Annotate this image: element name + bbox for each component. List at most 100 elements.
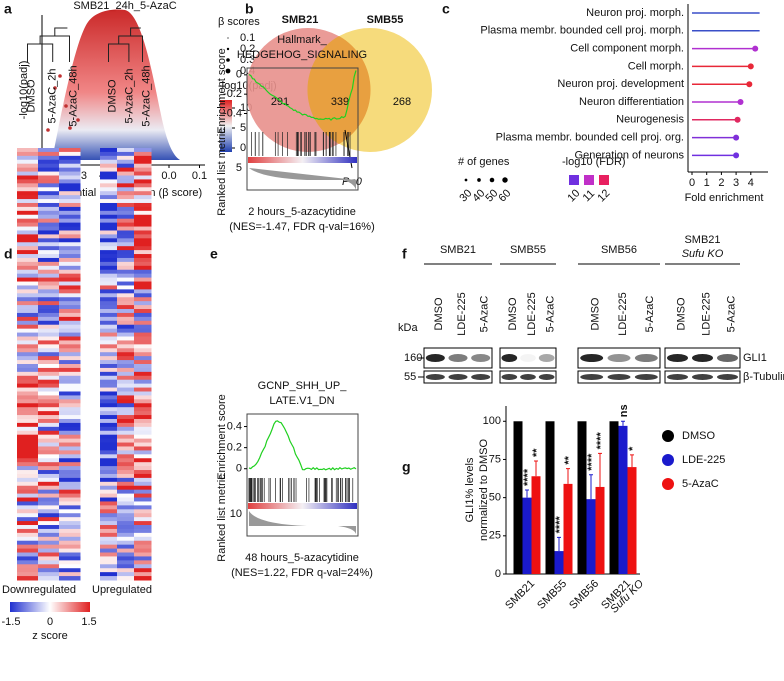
y-tick-label: 75 — [489, 453, 501, 465]
heatmap-cell — [117, 222, 135, 228]
bar — [586, 499, 596, 574]
protein-label: GLI1 — [743, 352, 767, 364]
heatmap-cell — [38, 485, 60, 491]
heatmap-cell — [17, 305, 39, 310]
bar — [554, 551, 564, 574]
head — [733, 134, 740, 141]
x-tick-label: SMB56 — [567, 578, 601, 612]
heatmap-cell — [100, 470, 118, 475]
bar — [618, 425, 628, 574]
heatmap-cell — [17, 403, 39, 408]
heatmap-cell — [100, 521, 118, 526]
heatmap-cell — [59, 301, 81, 306]
outlier — [68, 126, 72, 130]
heatmap-cell — [59, 536, 81, 542]
heatmap-cell — [117, 572, 135, 577]
heatmap-cell — [117, 442, 135, 447]
band — [448, 374, 468, 380]
enrichment-curve — [248, 70, 357, 121]
heatmap-cell — [38, 273, 60, 279]
heatmap-cell — [134, 289, 152, 294]
heatmap-cell — [59, 332, 81, 338]
heatmap-cell — [38, 426, 60, 432]
colorbar-tick-label: 0 — [47, 616, 53, 628]
heatmap-cell — [117, 234, 135, 239]
legend-label: 0.1 — [240, 32, 255, 44]
heatmap-cell — [59, 442, 81, 447]
heatmap-cell — [134, 379, 152, 385]
heatmap-cell — [117, 430, 135, 436]
heatmap-cell — [59, 521, 81, 526]
group-label: SMB55 — [510, 244, 546, 256]
heatmap-cell — [100, 191, 118, 196]
heatmap-cell — [59, 477, 81, 483]
heatmap-cell — [59, 375, 81, 381]
heatmap-cell — [117, 415, 135, 420]
heatmap-cell — [117, 348, 135, 353]
plot-title: Hallmark_ — [277, 34, 327, 46]
heatmap-cell — [59, 175, 81, 180]
set-label: SMB55 — [367, 14, 404, 26]
heatmap-cell — [17, 171, 39, 176]
heatmap-cell — [134, 371, 152, 377]
heatmap-cell — [59, 473, 81, 479]
bar — [627, 467, 637, 574]
heatmap-cell — [134, 501, 152, 506]
bar — [531, 476, 541, 574]
band — [448, 354, 468, 362]
heatmap-cell — [134, 332, 152, 338]
heatmap-cell — [59, 379, 81, 385]
heatmap-cell — [117, 320, 135, 326]
heatmap-cell — [59, 261, 81, 267]
heatmap-cell — [38, 536, 60, 542]
heatmap-cell — [38, 297, 60, 302]
heatmap-cell — [38, 407, 60, 412]
heatmap-cell — [17, 222, 39, 228]
heatmap-cell — [59, 493, 81, 499]
heatmap-cell — [100, 222, 118, 228]
lane-label: LDE-225 — [617, 292, 629, 335]
significance-label: **** — [522, 468, 534, 486]
heatmap-cell — [38, 548, 60, 554]
heatmap-cell — [117, 191, 135, 196]
heatmap-cell — [59, 238, 81, 243]
heatmap-cell — [100, 485, 118, 491]
heatmap-cell — [38, 159, 60, 165]
heatmap-cell — [59, 257, 81, 263]
heatmap-cell — [134, 336, 152, 341]
heatmap-cell — [38, 171, 60, 176]
heatmap-cell — [134, 387, 152, 392]
heatmap-cell — [38, 360, 60, 365]
heatmap-cell — [38, 281, 60, 286]
size-swatch — [227, 37, 229, 39]
colorbar — [220, 100, 232, 152]
heatmap-cell — [17, 521, 39, 526]
heatmap-cell — [17, 269, 39, 275]
group-label: Sufu KO — [682, 248, 724, 260]
heatmap-cell — [134, 426, 152, 432]
heatmap-cell — [59, 234, 81, 239]
color-swatch — [569, 175, 579, 185]
heatmap-cell — [117, 371, 135, 377]
heatmap-cell — [59, 560, 81, 565]
heatmap-cell — [38, 540, 60, 546]
legend-swatch — [662, 430, 674, 442]
set-count: 291 — [271, 96, 289, 108]
heatmap-cell — [17, 450, 39, 455]
error-bar — [566, 468, 570, 484]
size-swatch — [502, 177, 508, 183]
heatmap-cell — [38, 210, 60, 216]
bar — [522, 497, 532, 574]
heatmap-cell — [134, 309, 152, 314]
heatmap-cell — [59, 289, 81, 294]
heatmap-cell — [134, 175, 152, 180]
heatmap-cell — [134, 430, 152, 436]
heatmap-cell — [59, 269, 81, 275]
heatmap-cell — [134, 159, 152, 165]
blot-frame — [664, 370, 741, 384]
column-label: 5-AzaC_48h — [140, 65, 152, 126]
heatmap-cell — [38, 324, 60, 330]
heatmap-cell — [17, 316, 39, 322]
heatmap-cell — [59, 340, 81, 345]
heatmap-cell — [117, 238, 135, 243]
